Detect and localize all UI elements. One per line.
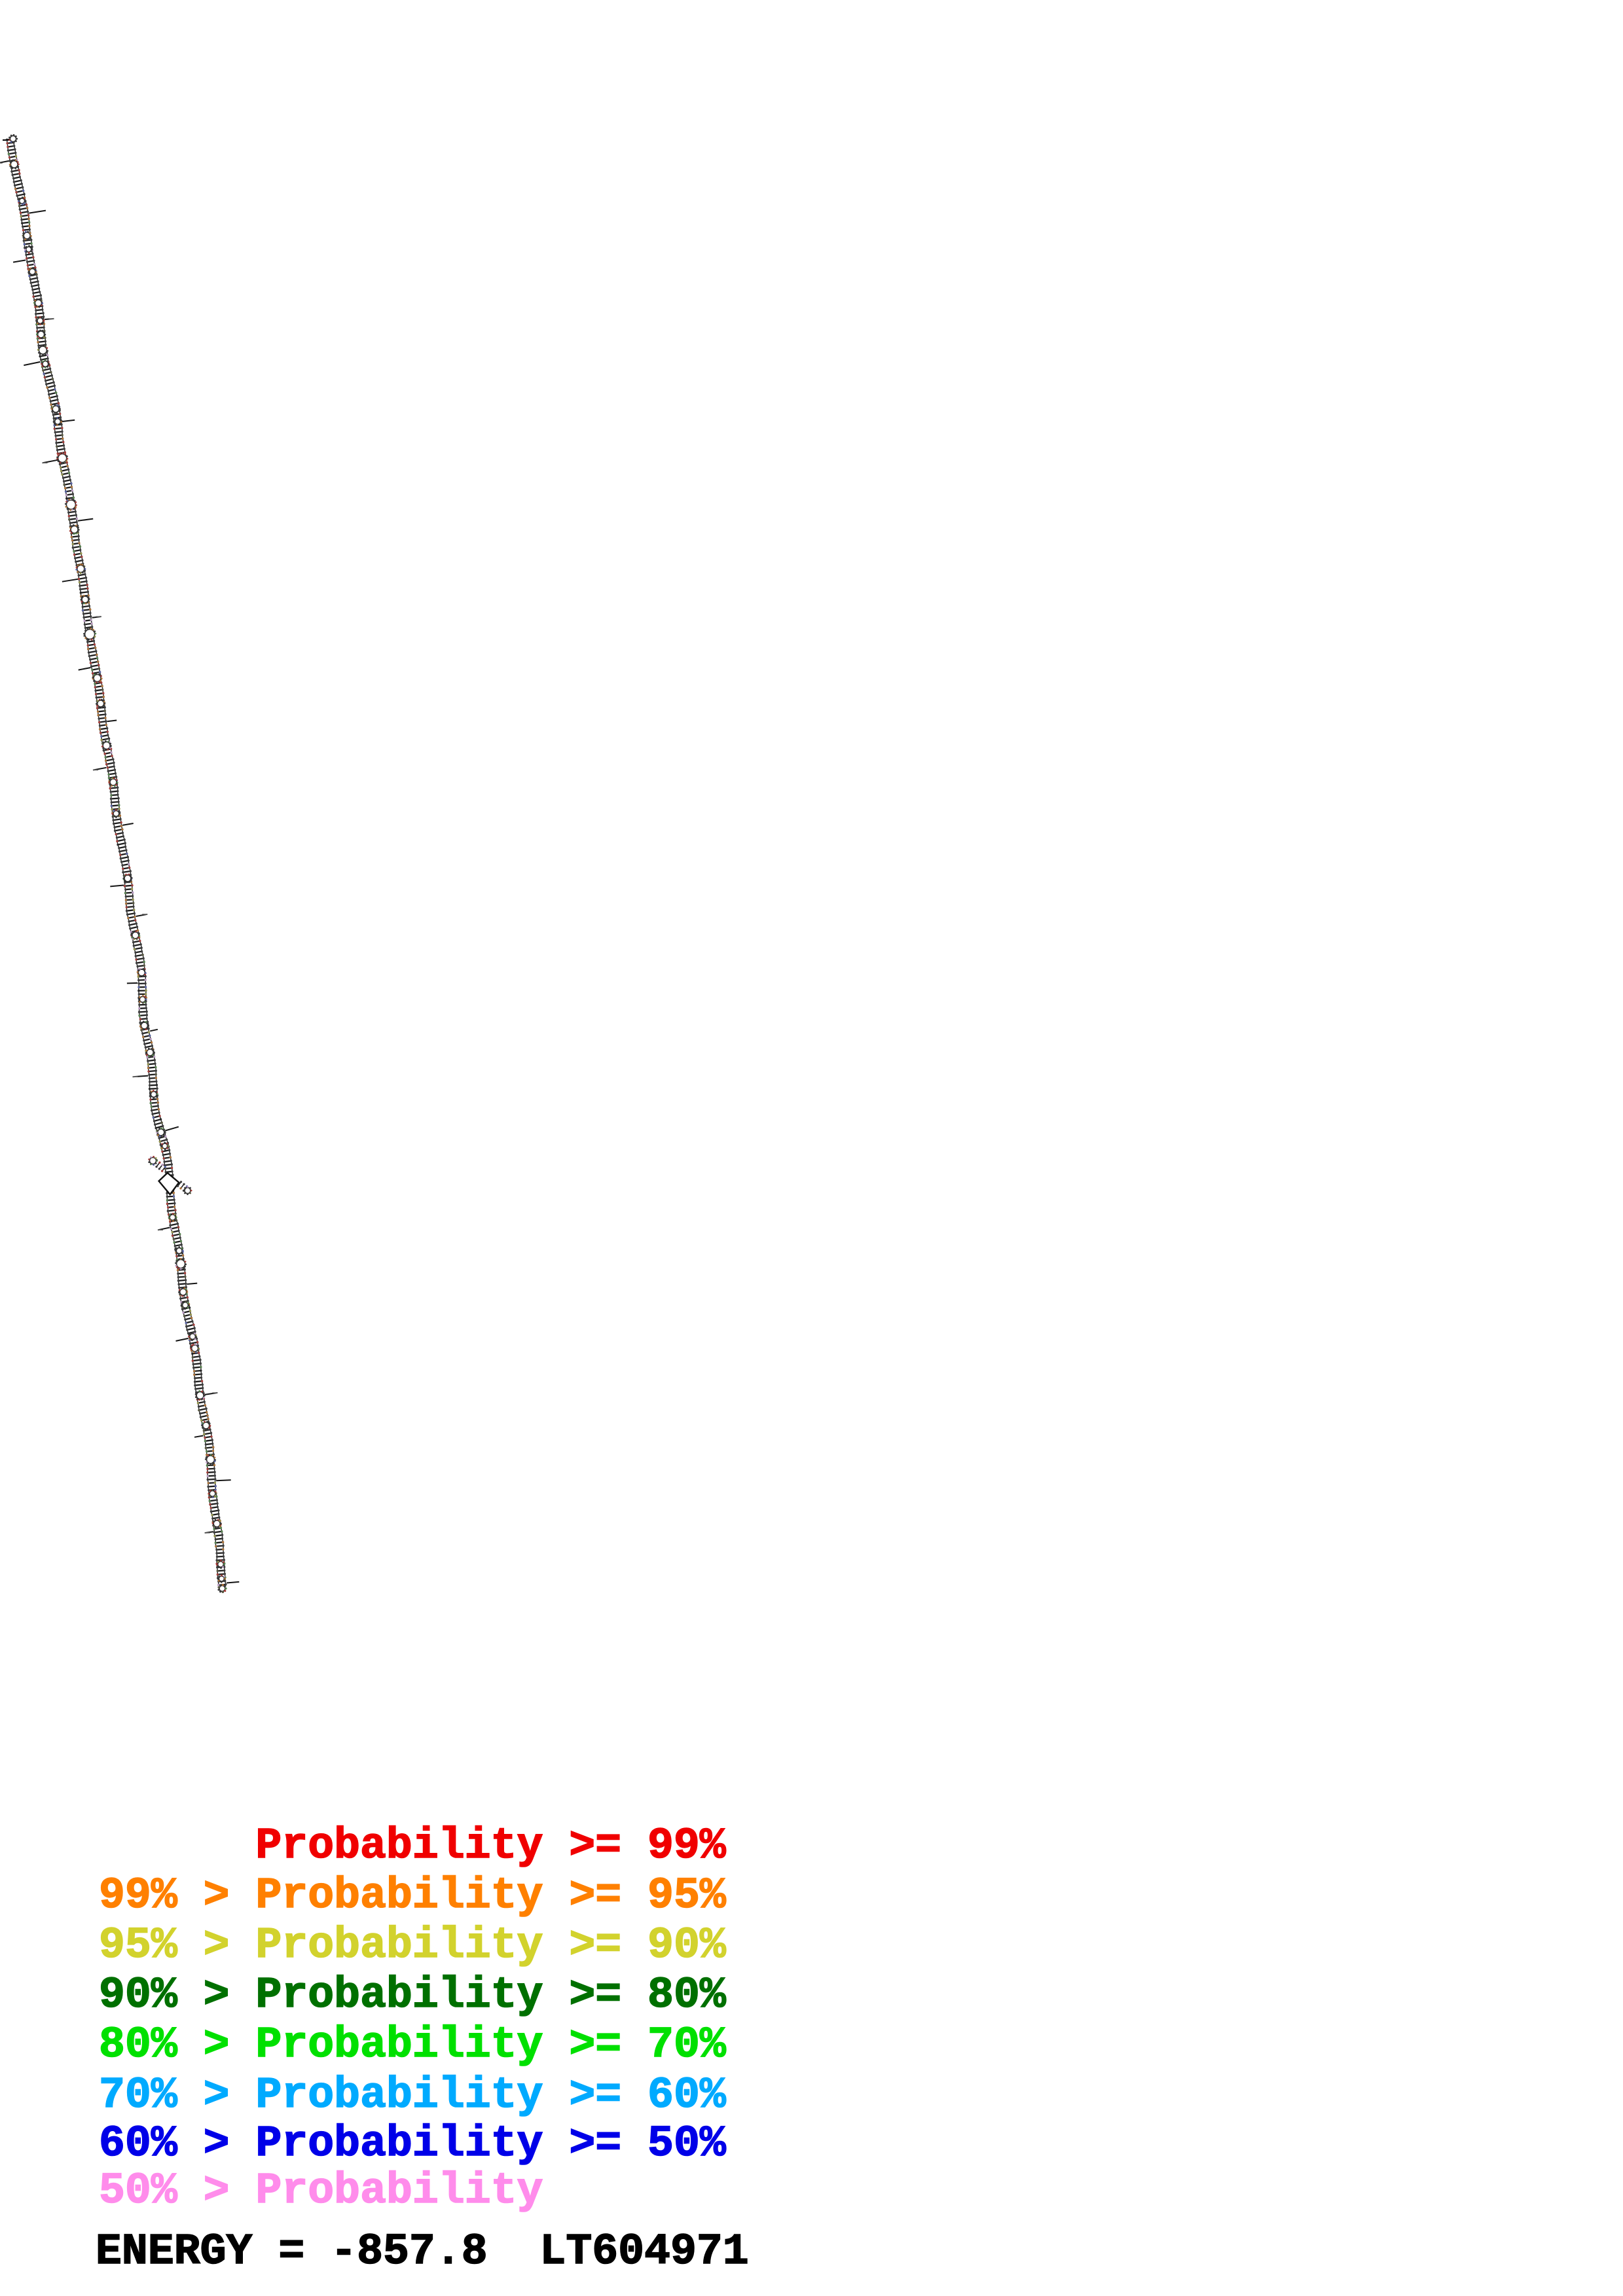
svg-text:Probability >= 99%: Probability >= 99% xyxy=(255,1821,725,1871)
svg-text:70% > Probability >= 60%: 70% > Probability >= 60% xyxy=(99,2071,726,2120)
svg-text:ENERGY = -857.8 LT604971: ENERGY = -857.8 LT604971 xyxy=(96,2227,749,2276)
svg-text:99% > Probability >= 95%: 99% > Probability >= 95% xyxy=(99,1871,726,1920)
svg-text:50% > Probability: 50% > Probability xyxy=(99,2166,543,2215)
svg-text:90% > Probability >= 80%: 90% > Probability >= 80% xyxy=(99,1971,726,2020)
svg-text:80% > Probability >= 70%: 80% > Probability >= 70% xyxy=(99,2020,726,2070)
svg-text:95% > Probability >= 90%: 95% > Probability >= 90% xyxy=(99,1921,726,1970)
svg-text:60% > Probability >= 50%: 60% > Probability >= 50% xyxy=(99,2119,726,2168)
